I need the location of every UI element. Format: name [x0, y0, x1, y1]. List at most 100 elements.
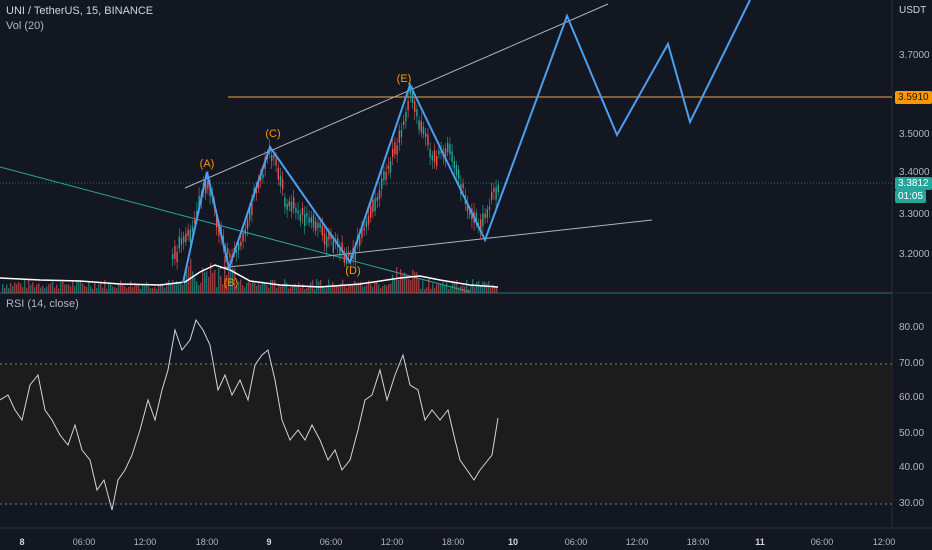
volume-bar	[310, 282, 312, 293]
candle-body	[363, 227, 365, 231]
volume-bar	[216, 286, 218, 293]
candle-body	[427, 134, 429, 146]
volume-bar	[276, 288, 278, 293]
volume-bar	[212, 272, 214, 293]
candle-body	[260, 176, 262, 181]
wave-label-d: (D)	[345, 265, 361, 277]
volume-bar	[156, 288, 158, 293]
volume-bar	[184, 279, 186, 293]
candle-body	[273, 154, 275, 159]
price-tick: 3.3000	[899, 209, 930, 220]
candle-body	[491, 191, 493, 200]
volume-indicator-label[interactable]: Vol (20)	[6, 20, 44, 32]
volume-bar	[28, 279, 30, 293]
candle-body	[458, 169, 460, 179]
volume-bar	[454, 281, 456, 293]
volume-bar	[362, 286, 364, 293]
volume-bar	[116, 288, 118, 293]
candle-body	[323, 233, 326, 245]
volume-bar	[18, 282, 20, 293]
volume-bar	[140, 288, 142, 293]
volume-bar	[332, 281, 334, 293]
candle-body	[425, 133, 427, 137]
candle-body	[497, 185, 499, 193]
candle-body	[495, 187, 497, 200]
candle-body	[295, 208, 297, 213]
volume-bar	[98, 284, 100, 293]
volume-bar	[174, 284, 176, 293]
candle-body	[475, 213, 477, 224]
volume-bar	[490, 287, 492, 293]
volume-bar	[64, 284, 66, 293]
upper-channel-line	[184, 3, 609, 189]
volume-bar	[110, 282, 112, 293]
volume-bar	[58, 288, 60, 293]
candle-body	[433, 150, 436, 163]
volume-bar	[2, 284, 4, 293]
volume-bar	[74, 286, 76, 293]
volume-bar	[336, 285, 338, 293]
candle-body	[409, 88, 411, 95]
volume-bar	[200, 282, 202, 293]
candle-body	[229, 253, 231, 258]
currency-label[interactable]: USDT	[899, 5, 927, 16]
volume-bar	[112, 286, 114, 293]
volume-bar	[214, 269, 216, 293]
volume-bar	[240, 279, 242, 293]
candle-body	[348, 251, 350, 257]
candle-body	[337, 238, 339, 247]
volume-bar	[26, 287, 28, 293]
time-tick: 12:00	[380, 537, 404, 547]
volume-bar	[162, 283, 164, 293]
time-tick: 06:00	[319, 537, 343, 547]
volume-bar	[222, 284, 224, 293]
volume-bar	[402, 273, 404, 293]
volume-bar	[118, 283, 120, 293]
volume-bar	[346, 287, 348, 293]
time-tick: 18:00	[441, 537, 465, 547]
volume-bar	[422, 280, 424, 293]
volume-bar	[482, 281, 484, 293]
volume-bar	[132, 287, 134, 293]
volume-bar	[366, 284, 368, 293]
volume-bar	[264, 283, 266, 293]
volume-bar	[466, 279, 468, 293]
candle-body	[288, 201, 290, 207]
symbol-title[interactable]: UNI / TetherUS, 15, BINANCE	[6, 5, 154, 17]
volume-bar	[322, 285, 324, 293]
volume-bar	[474, 286, 476, 293]
volume-bar	[282, 285, 284, 293]
volume-bar	[44, 288, 46, 293]
rsi-indicator-label[interactable]: RSI (14, close)	[6, 298, 79, 310]
volume-bar	[24, 279, 26, 293]
descending-trendline	[0, 166, 471, 293]
volume-bar	[16, 284, 18, 293]
candle-body	[312, 214, 315, 228]
volume-bar	[394, 280, 396, 293]
candle-body	[436, 155, 438, 166]
volume-bar	[388, 284, 390, 293]
wave-label-a: (A)	[199, 158, 215, 170]
volume-bar	[126, 288, 128, 293]
volume-bar	[202, 267, 204, 293]
candle-body	[405, 111, 407, 122]
candle-body	[178, 236, 180, 249]
candle-body	[374, 198, 376, 211]
volume-bar	[456, 280, 458, 293]
volume-bar	[448, 288, 450, 293]
volume-bar	[30, 284, 32, 293]
candle-body	[240, 241, 242, 247]
volume-bar	[442, 282, 444, 293]
volume-bar	[246, 282, 248, 293]
volume-bar	[232, 268, 234, 293]
volume-bar	[166, 282, 168, 293]
rsi-band	[0, 364, 892, 504]
volume-bar	[472, 279, 474, 293]
candle-body	[451, 151, 453, 162]
time-tick: 12:00	[133, 537, 157, 547]
volume-bar	[272, 279, 274, 293]
candle-body	[367, 215, 370, 225]
volume-bar	[168, 279, 170, 293]
volume-bar	[34, 287, 36, 293]
